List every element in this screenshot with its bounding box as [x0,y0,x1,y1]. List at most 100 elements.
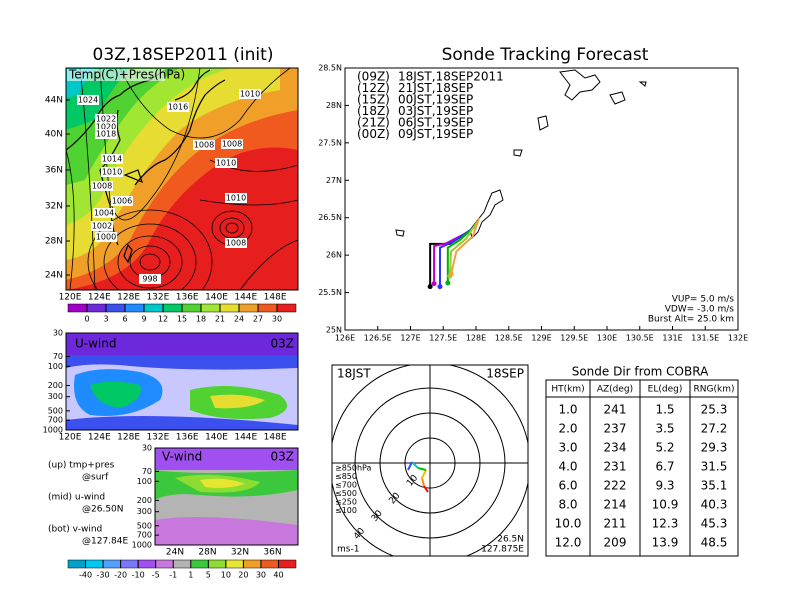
hodograph-segment [417,467,427,471]
x-tick-label: 132E [728,334,748,343]
v-wind-field [155,448,298,545]
colorbar-box [200,303,221,313]
colorbar-box [181,303,202,313]
x-tick-label: 129.5E [560,334,588,343]
hodograph-segment [407,461,413,471]
y-tick-label: 200 [48,381,63,390]
isobar-label-bg [95,129,117,139]
lat-label: 40N [45,130,63,140]
colorbar-label: -5 [152,571,160,580]
lat-label: 28N [198,548,216,558]
table-cell: 12.3 [652,517,679,531]
u-wind-field-part [66,333,298,355]
y-tick-label: 28.5N [318,64,342,73]
table-cell: 25.3 [701,403,728,417]
isobar-label: 1002 [92,222,112,231]
v-wind-field-part [155,516,298,545]
track [450,217,481,275]
coastline-part [123,169,143,184]
u-wind-field-part [66,355,298,370]
lon-label: 136E [176,293,199,303]
isobar-label: 998 [142,275,157,284]
isobars-part [139,253,161,271]
table-cell: 10.0 [555,517,582,531]
coastline [66,69,226,264]
isobar-label: 1000 [96,233,116,242]
y-tick-label: 700 [48,416,63,425]
colorbar-box [278,559,297,569]
y-tick-label: 25.5N [318,288,342,297]
table-cell: 209 [604,536,627,550]
isobar-label: 1018 [96,130,116,139]
colorbar-box [85,559,104,569]
landing-point [431,281,437,287]
x-tick-label: 126E [335,334,355,343]
colorbar-label: 0 [84,315,89,324]
isobar-label-bg [239,89,261,99]
colorbar-box [225,559,244,569]
v-wind-field-part [200,478,245,488]
landing-point [445,280,451,286]
x-tick-label: 127.5E [429,334,457,343]
y-tick-label: 100 [48,362,63,371]
isobar-label-bg [215,158,237,168]
table-title: Sonde Dir from COBRA [572,365,709,379]
table-cell: 237 [604,422,627,436]
annotation: Burst Alt= 25.0 km [648,315,734,325]
lon-label: 132E [146,433,169,443]
table-cell: 5.2 [655,441,674,455]
colorbar-label: -30 [97,571,110,580]
legend-name: (12Z) [357,81,390,95]
track [438,226,475,287]
legend-name: (18Z) [357,104,390,118]
legend-name: (09Z) [357,70,390,84]
landing-point [448,271,454,277]
colorbar-label: -10 [132,571,145,580]
map-frame [65,67,299,291]
isobar-label-bg [77,95,99,105]
coastline-part [469,189,504,239]
table-cell: 234 [604,441,627,455]
x-tick-label: 126.5E [364,334,392,343]
isobar-label: 1016 [168,103,188,112]
colorbar-box [238,303,259,313]
table-cell: 1.5 [655,403,674,417]
coastline-part [123,243,133,264]
coastline-part [537,115,549,131]
lon-label: 120E [59,433,82,443]
table-header: RNG(km) [694,385,735,395]
table-cell: 231 [604,460,627,474]
isobar-label: 1010 [240,90,260,99]
lon-label: 144E [234,433,257,443]
lon-label: 132E [146,293,169,303]
isobar-label: 1008 [222,140,242,149]
coastline-part [66,69,166,151]
x-tick-label: 131.5E [691,334,719,343]
y-tick-label: 1000 [43,426,63,435]
note: @surf [82,473,109,483]
track [446,224,477,283]
coastline-part [559,69,601,101]
polar-lat: 26.5N [497,535,524,545]
table-cell: 6.7 [655,460,674,474]
colorbar-label: 15 [177,315,187,324]
level-legend: ≤700 [335,481,357,490]
colorbar-box [243,559,262,569]
ring-label: 10 [405,473,420,488]
y-tick-label: 26.5N [318,213,342,222]
coastline-part [99,109,121,246]
colorbar-box [208,559,227,569]
lon-label: 148E [264,293,287,303]
isobar-label-bg [91,181,113,191]
y-tick-label: 27.5N [318,138,342,147]
lat-label: 28N [45,237,63,247]
x-tick-label: 128E [466,334,486,343]
map-label: Temp(C)+Pres(hPa) [68,68,185,82]
v-label: V-wind [162,450,202,464]
colorbar-label: 30 [272,315,282,324]
table-cell: 27.2 [701,422,728,436]
y-tick-label: 1000 [132,541,152,550]
coastline-part [395,229,405,237]
coastline-part [174,69,211,101]
lat-label: 32N [231,548,249,558]
